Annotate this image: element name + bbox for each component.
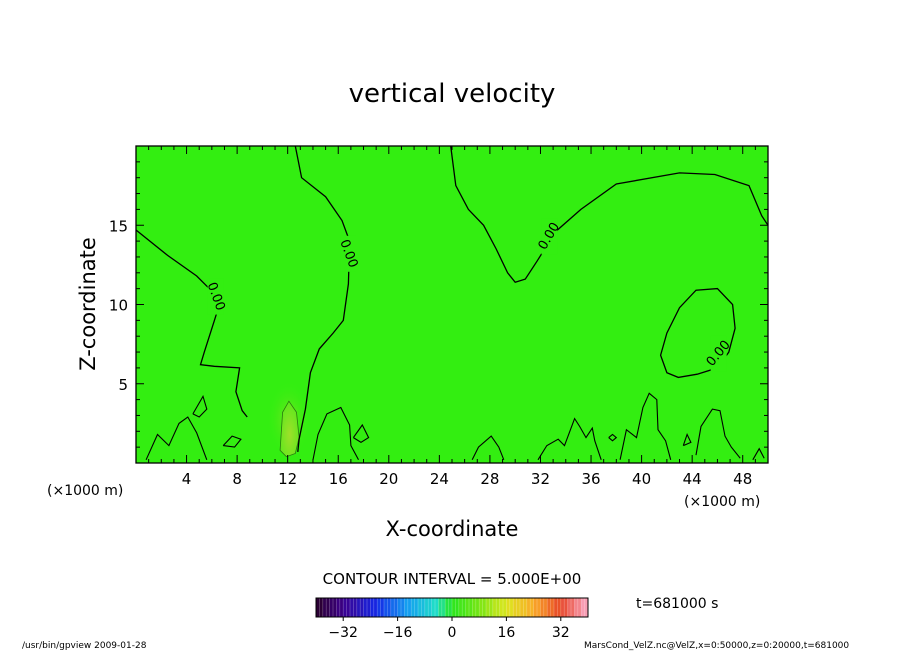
time-label: t=681000 s — [636, 596, 718, 612]
contour-line-small — [682, 433, 692, 447]
contour-line-small — [695, 408, 741, 459]
contour-line-3 — [450, 145, 769, 284]
colorbar-cell — [370, 598, 378, 617]
colorbar-cell — [390, 598, 399, 617]
colorbar-tick-label: 0 — [448, 625, 457, 641]
plot-background — [136, 146, 768, 463]
y-tick-label: 10 — [109, 297, 128, 315]
contour-line-small — [222, 435, 242, 448]
contour-label-bg — [207, 278, 224, 315]
contour-label-bg — [541, 218, 558, 255]
colorbar-cell — [520, 598, 528, 617]
colorbar-cell — [431, 598, 439, 617]
y-tick-label: 5 — [118, 376, 128, 394]
footer-right: MarsCond_VelZ.nc@VelZ,x=0:50000,z=0:2000… — [584, 641, 850, 651]
colorbar-cell — [356, 598, 365, 617]
colorbar-cell — [506, 598, 514, 617]
contour-line-small — [537, 417, 602, 461]
colorbar-cell — [513, 598, 521, 617]
colorbar-cell — [560, 598, 569, 617]
x-tick-label: 40 — [632, 470, 651, 488]
colorbar-cell — [533, 598, 541, 617]
x-tick-label: 12 — [278, 470, 297, 488]
colorbar-cell — [316, 598, 324, 617]
colorbar-cell — [547, 598, 555, 617]
contour-line-small — [352, 423, 370, 444]
colorbar-cell — [499, 598, 507, 617]
colorbar-tick-label: −32 — [328, 625, 358, 641]
colorbar-cell — [458, 598, 467, 617]
colorbar-cell — [424, 598, 433, 617]
x-tick-label: 16 — [329, 470, 348, 488]
colorbar-cell — [526, 598, 535, 617]
x-axis-unit-right: (×1000 m) — [684, 494, 760, 510]
plot-area: 0.000.000.000.00 — [135, 145, 769, 463]
colorbar-cell — [492, 598, 501, 617]
colorbar: −32 −16 0 16 32 — [315, 597, 589, 641]
contour-line-small — [471, 435, 505, 461]
colorbar-cell — [418, 598, 426, 617]
contour-line-2 — [294, 145, 351, 452]
contour-label-bg — [710, 335, 727, 372]
contour-line-small — [145, 416, 208, 461]
colorbar-cell — [581, 598, 589, 617]
contour-line-small — [619, 392, 672, 460]
colorbar-cell — [445, 598, 453, 617]
contour-line-small — [312, 406, 359, 461]
chart-title: vertical velocity — [349, 79, 556, 109]
colorbar-cell — [336, 598, 344, 617]
x-tick-label: 8 — [232, 470, 242, 488]
contour-label-bg — [340, 235, 357, 272]
x-tick-label: 32 — [531, 470, 550, 488]
colorbar-cell — [329, 598, 337, 617]
colorbar-cell — [554, 598, 562, 617]
colorbar-cell — [411, 598, 419, 617]
colorbar-cell — [384, 598, 392, 617]
contour-interval-label: CONTOUR INTERVAL = 5.000E+00 — [323, 570, 582, 588]
y-tick-label: 15 — [109, 217, 128, 235]
x-axis-unit-left: (×1000 m) — [47, 483, 123, 499]
colorbar-cell — [363, 598, 371, 617]
colorbar-cell — [322, 598, 331, 617]
colorbar-cell — [452, 598, 460, 617]
colorbar-tick-label: 32 — [552, 625, 570, 641]
contour-line-4 — [659, 287, 736, 379]
colorbar-cell — [486, 598, 494, 617]
x-tick-label: 44 — [683, 470, 702, 488]
x-tick-label: 20 — [379, 470, 398, 488]
colorbar-cell — [540, 598, 548, 617]
colorbar-cell — [479, 598, 487, 617]
colorbar-cell — [438, 598, 446, 617]
contour-line-small — [752, 447, 765, 461]
colorbar-cell — [404, 598, 412, 617]
x-tick-label: 24 — [430, 470, 449, 488]
footer-left: /usr/bin/gpview 2009-01-28 — [22, 641, 147, 651]
contour-line-small — [192, 395, 208, 418]
contour-line-small — [608, 433, 618, 442]
colorbar-cell — [350, 598, 358, 617]
colorbar-tick-label: −16 — [383, 625, 413, 641]
x-tick-label: 28 — [480, 470, 499, 488]
colorbar-cell — [472, 598, 480, 617]
y-axis-label: Z-coordinate — [76, 237, 100, 371]
colorbar-cell — [343, 598, 351, 617]
x-tick-label: 4 — [182, 470, 192, 488]
x-tick-label: 36 — [581, 470, 600, 488]
colorbar-cell — [567, 598, 575, 617]
colorbar-cell — [574, 598, 582, 617]
colorbar-tick-label: 16 — [497, 625, 515, 641]
colorbar-cell — [377, 598, 385, 617]
contour-line-1 — [135, 229, 248, 418]
colorbar-cell — [397, 598, 405, 617]
x-tick-label: 48 — [733, 470, 752, 488]
colorbar-cell — [465, 598, 473, 617]
x-axis-label: X-coordinate — [386, 517, 519, 541]
